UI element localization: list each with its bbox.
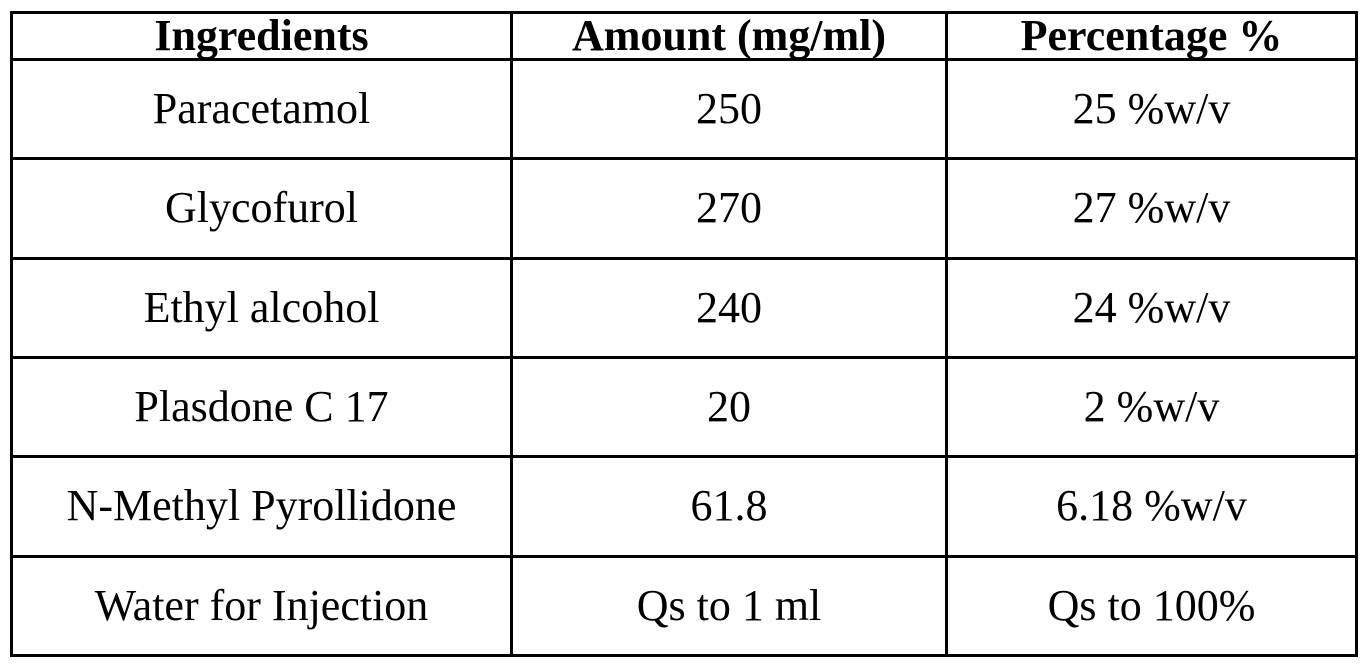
- ingredient-cell: Plasdone C 17: [10, 355, 513, 459]
- table-row: Plasdone C 17 20 2 %w/v: [10, 355, 1358, 459]
- header-percentage: Percentage %: [945, 11, 1358, 61]
- header-amount: Amount (mg/ml): [510, 11, 948, 61]
- amount-cell: 250: [510, 57, 948, 161]
- ingredient-cell: Paracetamol: [10, 57, 513, 161]
- ingredient-cell: Water for Injection: [10, 554, 513, 658]
- ingredient-cell: Glycofurol: [10, 157, 513, 260]
- table-row: Water for Injection Qs to 1 ml Qs to 100…: [10, 554, 1358, 658]
- formulation-table: Ingredients Amount (mg/ml) Percentage % …: [10, 11, 1358, 658]
- ingredient-cell: Ethyl alcohol: [10, 256, 513, 359]
- percentage-cell: 27 %w/v: [945, 157, 1358, 260]
- amount-cell: 270: [510, 157, 948, 260]
- amount-cell: 20: [510, 355, 948, 459]
- table-row: Ethyl alcohol 240 24 %w/v: [10, 256, 1358, 359]
- percentage-cell: 2 %w/v: [945, 355, 1358, 459]
- amount-cell: 240: [510, 256, 948, 359]
- table-row: Paracetamol 250 25 %w/v: [10, 57, 1358, 161]
- table-row: N-Methyl Pyrollidone 61.8 6.18 %w/v: [10, 455, 1358, 558]
- header-row: Ingredients Amount (mg/ml) Percentage %: [10, 11, 1358, 61]
- percentage-cell: 25 %w/v: [945, 57, 1358, 161]
- percentage-cell: 24 %w/v: [945, 256, 1358, 359]
- ingredient-cell: N-Methyl Pyrollidone: [10, 455, 513, 558]
- header-ingredients: Ingredients: [10, 11, 513, 61]
- table-row: Glycofurol 270 27 %w/v: [10, 157, 1358, 260]
- percentage-cell: Qs to 100%: [945, 554, 1358, 658]
- amount-cell: 61.8: [510, 455, 948, 558]
- percentage-cell: 6.18 %w/v: [945, 455, 1358, 558]
- amount-cell: Qs to 1 ml: [510, 554, 948, 658]
